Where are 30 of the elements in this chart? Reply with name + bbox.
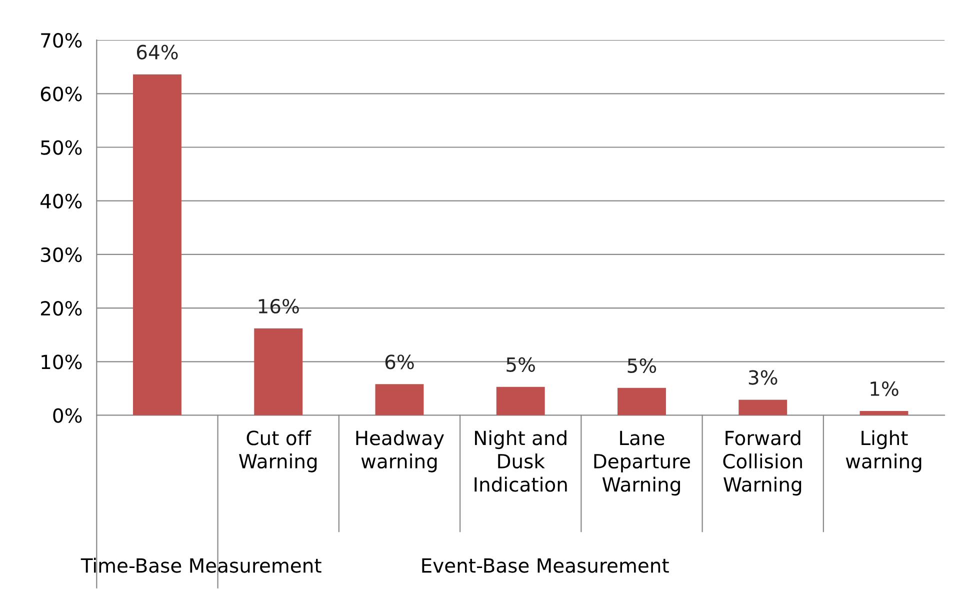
data-label: 3% [748, 370, 778, 385]
data-label: 16% [258, 298, 299, 314]
data-label: 64% [136, 44, 178, 60]
x-tick-label: Forward Collision Warning [723, 430, 802, 496]
y-tick-label: 30% [41, 247, 82, 262]
bar [132, 74, 182, 416]
y-tick-label: 60% [40, 86, 82, 102]
x-tick-label: Light warning [846, 430, 922, 472]
data-label: 5% [506, 357, 535, 372]
data-label: 5% [628, 358, 656, 374]
bar [375, 384, 424, 416]
bar [738, 400, 788, 416]
bar [496, 386, 545, 416]
text: Time-Base Measurement [80, 558, 322, 573]
y-tick-label: 10% [42, 354, 82, 370]
x-tick-label: Headway warning [356, 430, 444, 472]
text: Event-Base Measurement [422, 558, 669, 573]
y-tick-label: 50% [41, 140, 82, 155]
y-tick-label: 40% [40, 194, 82, 209]
data-label: 6% [385, 354, 414, 370]
y-tick-label: 20% [40, 301, 82, 316]
bar [860, 410, 908, 416]
y-tick-label: 0% [53, 408, 82, 423]
x-tick-label: Cut off Warning [239, 430, 317, 472]
data-label: 1% [870, 381, 898, 396]
x-tick-label: Lane Departure Warning [594, 430, 690, 496]
bar [254, 328, 303, 416]
bar [618, 388, 666, 416]
y-tick-label: 70% [41, 33, 82, 48]
x-tick-label: Night and Dusk Indication [474, 430, 567, 492]
